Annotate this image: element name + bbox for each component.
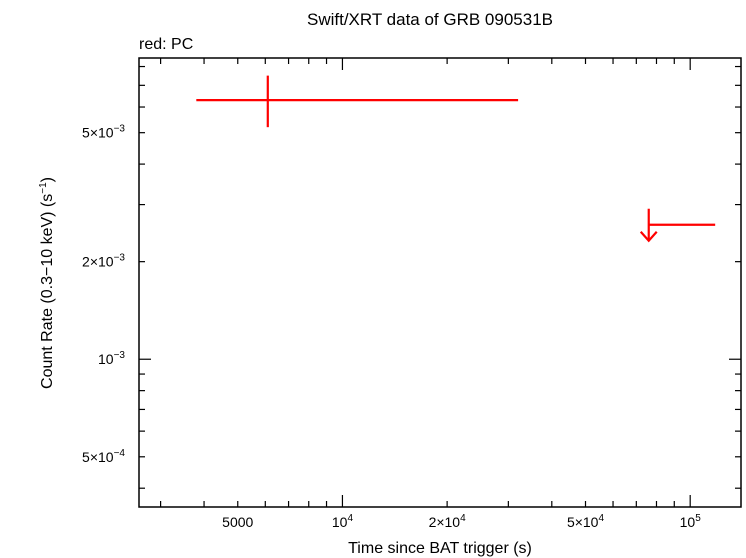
- plot-frame: [138, 57, 742, 508]
- tick-labels: 5000 104 2×104 5×104 105 5×10−3 2×10−3 10−3 5×10…: [82, 124, 701, 530]
- y-tick-label: 10−3: [98, 350, 125, 367]
- x-tick-label: 5000: [222, 514, 253, 530]
- upper-limit-arrow: [639, 231, 658, 243]
- data-layer: [196, 75, 716, 243]
- x-tick-label: 5×104: [567, 513, 605, 530]
- y-tick-label: 5×10−3: [82, 124, 125, 141]
- x-tick-label: 104: [332, 513, 354, 530]
- chart-subtitle: red: PC: [139, 36, 193, 53]
- x-axis-label: Time since BAT trigger (s): [348, 540, 532, 557]
- y-axis-label: Count Rate (0.3−10 keV) (s−1): [38, 177, 56, 389]
- x-tick-label: 2×104: [429, 513, 467, 530]
- y-axis-label-sup: −1: [38, 182, 49, 194]
- chart-title: Swift/XRT data of GRB 090531B: [307, 10, 553, 29]
- y-axis-label-tail: ): [39, 177, 56, 182]
- y-axis-label-main: Count Rate (0.3−10 keV) (s: [39, 194, 56, 389]
- x-tick-label: 105: [680, 513, 702, 530]
- y-tick-label: 2×10−3: [82, 253, 125, 270]
- y-tick-label: 5×10−4: [82, 448, 125, 465]
- axis-ticks: [139, 58, 741, 507]
